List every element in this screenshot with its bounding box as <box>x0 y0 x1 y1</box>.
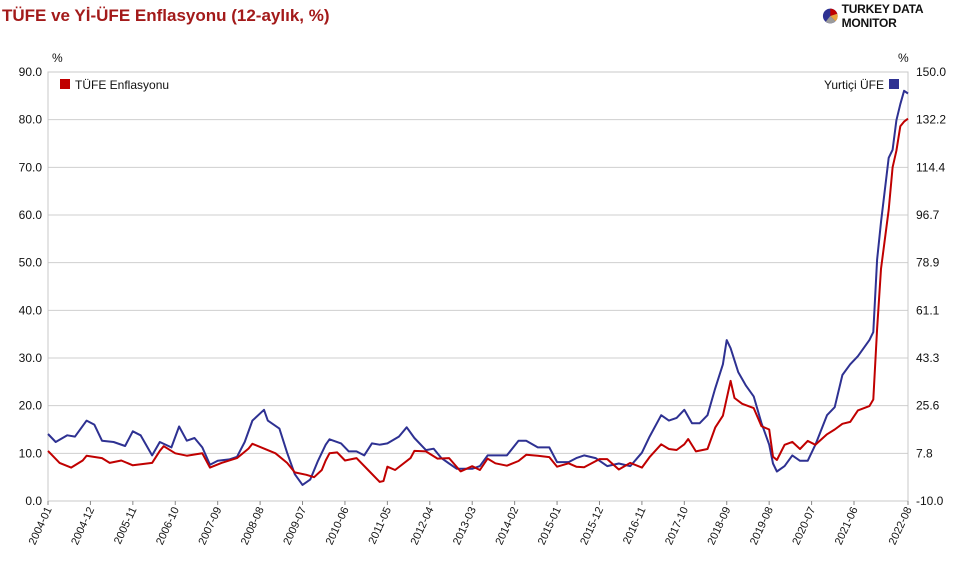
left-tick-label: 30.0 <box>19 351 43 365</box>
legend-item-tufe: TÜFE Enflasyonu <box>60 78 169 92</box>
x-tick-label: 2004-12 <box>69 505 97 547</box>
right-tick-label: 25.6 <box>916 399 940 413</box>
left-tick-label: 60.0 <box>19 208 43 222</box>
x-tick-label: 2021-06 <box>833 505 861 547</box>
chart-title: TÜFE ve Yİ-ÜFE Enflasyonu (12-aylık, %) <box>2 6 330 25</box>
right-tick-label: 61.1 <box>916 303 940 317</box>
brand-name: TURKEY DATA MONITOR <box>841 2 924 30</box>
left-axis-unit: % <box>52 51 63 65</box>
legend-item-yurtici-ufe: Yurtiçi ÜFE <box>824 78 899 92</box>
left-tick-label: 80.0 <box>19 113 43 127</box>
x-tick-label: 2020-07 <box>790 505 818 547</box>
x-tick-label: 2009-07 <box>281 505 309 547</box>
right-axis-unit: % <box>898 51 909 65</box>
left-tick-label: 0.0 <box>25 494 42 508</box>
left-tick-label: 10.0 <box>19 446 43 460</box>
x-tick-label: 2011-05 <box>366 505 394 546</box>
left-tick-label: 50.0 <box>19 256 43 270</box>
series-line-yurtici-ufe <box>47 89 909 486</box>
right-y-axis: -10.0 7.8 25.6 43.3 61.1 78.9 96.7 114.4 132.2 15… <box>916 65 946 508</box>
x-tick-label: 2005-11 <box>112 505 140 546</box>
x-tick-label: 2022-08 <box>887 505 915 547</box>
left-tick-label: 70.0 <box>19 160 43 174</box>
pie-logo-icon <box>822 8 838 24</box>
chart-grid <box>48 71 908 502</box>
right-tick-label: 7.8 <box>916 446 933 460</box>
legend-label-yurtici-ufe: Yurtiçi ÜFE <box>824 78 884 92</box>
x-tick-label: 2014-02 <box>493 505 521 547</box>
legend-label-tufe: TÜFE Enflasyonu <box>75 78 169 92</box>
right-tick-label: 150.0 <box>916 65 946 79</box>
right-tick-label: 43.3 <box>916 351 940 365</box>
x-tick-label: 2006-10 <box>154 505 182 547</box>
x-tick-label: 2007-09 <box>196 505 224 547</box>
brand-logo: TURKEY DATA MONITOR <box>822 2 970 30</box>
x-tick-label: 2004-01 <box>27 505 55 547</box>
x-tick-label: 2016-11 <box>621 505 649 546</box>
x-tick-label: 2015-12 <box>578 505 606 547</box>
x-tick-label: 2012-04 <box>409 505 437 547</box>
plot-frame <box>47 71 909 502</box>
x-tick-label: 2010-06 <box>324 505 352 547</box>
x-tick-label: 2018-09 <box>706 505 734 547</box>
x-tick-label: 2017-10 <box>663 505 691 547</box>
legend-swatch-tufe <box>60 79 70 89</box>
right-tick-label: 132.2 <box>916 113 946 127</box>
left-tick-label: 90.0 <box>19 65 43 79</box>
x-tick-label: 2008-08 <box>239 505 267 547</box>
left-y-axis: 0.0 10.0 20.0 30.0 40.0 50.0 60.0 70.0 80.0 90.0 <box>19 65 43 508</box>
x-axis: 2004-01 2004-12 2005-11 2006-10 2007-09 2008-… <box>27 501 915 547</box>
left-tick-label: 40.0 <box>19 303 43 317</box>
right-tick-label: -10.0 <box>916 494 944 508</box>
left-tick-label: 20.0 <box>19 399 43 413</box>
x-tick-label: 2019-08 <box>748 505 776 547</box>
series-line-tufe <box>47 117 909 483</box>
legend-swatch-yurtici-ufe <box>889 79 899 89</box>
x-tick-label: 2013-03 <box>451 505 479 547</box>
x-tick-label: 2015-01 <box>536 505 564 547</box>
right-tick-label: 114.4 <box>916 160 945 174</box>
right-tick-label: 78.9 <box>916 256 940 270</box>
right-tick-label: 96.7 <box>916 208 940 222</box>
